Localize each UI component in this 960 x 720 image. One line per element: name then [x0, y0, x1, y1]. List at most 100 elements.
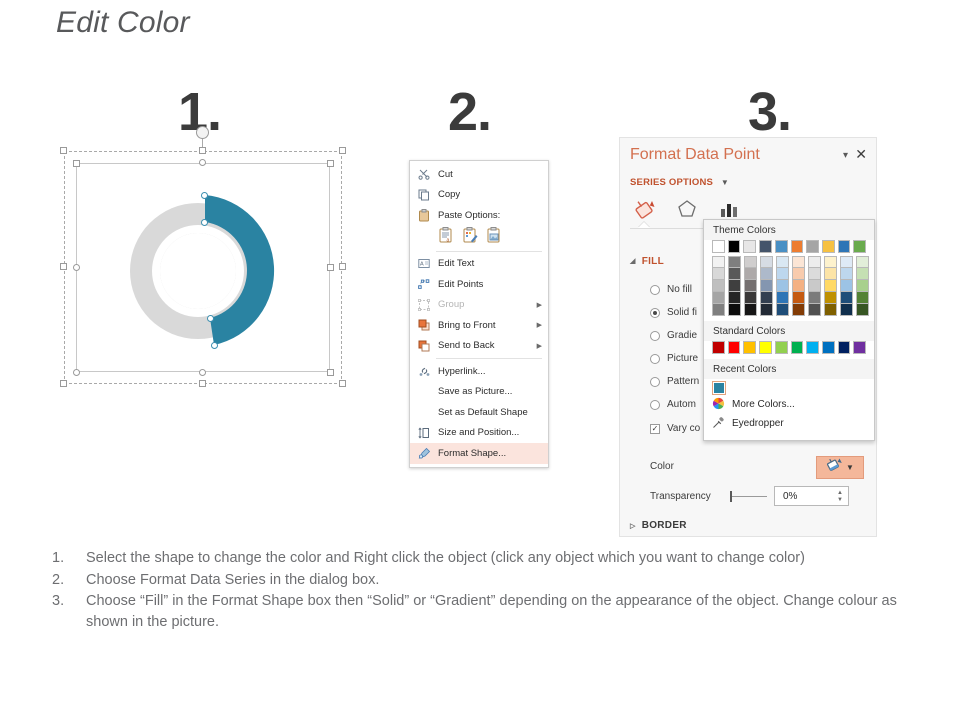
context-menu-item-edit-text[interactable]: A Edit Text	[410, 254, 548, 275]
theme-color-swatch[interactable]	[727, 240, 741, 253]
standard-color-swatch[interactable]	[837, 341, 851, 354]
theme-color-variant-swatch[interactable]	[856, 256, 869, 268]
series-options-header[interactable]: SERIES OPTIONS ▼	[630, 177, 729, 188]
theme-color-swatch[interactable]	[790, 240, 804, 253]
context-menu-item-set-default-shape[interactable]: Set as Default Shape	[410, 402, 548, 423]
theme-color-variant-column[interactable]	[712, 256, 725, 316]
theme-color-variant-swatch[interactable]	[776, 280, 789, 292]
plot-area-handle[interactable]	[73, 160, 80, 167]
plot-area-handle[interactable]	[199, 159, 206, 166]
selection-handle[interactable]	[339, 147, 346, 154]
theme-color-variant-swatch[interactable]	[712, 280, 725, 292]
theme-color-variant-swatch[interactable]	[808, 280, 821, 292]
theme-color-variant-swatch[interactable]	[760, 292, 773, 304]
series-options-chart-icon[interactable]	[716, 196, 742, 227]
theme-color-variant-swatch[interactable]	[856, 280, 869, 292]
theme-color-variant-swatch[interactable]	[744, 268, 757, 280]
eyedropper-item[interactable]: Eyedropper	[704, 414, 874, 433]
paste-options-row[interactable]: a	[410, 226, 548, 249]
theme-color-variant-swatch[interactable]	[792, 304, 805, 316]
theme-color-swatch[interactable]	[853, 240, 867, 253]
theme-color-variant-swatch[interactable]	[840, 280, 853, 292]
theme-color-swatch[interactable]	[774, 240, 788, 253]
fill-color-button[interactable]: ▼	[816, 456, 864, 479]
chevron-down-icon[interactable]: ▼	[846, 463, 854, 472]
theme-color-swatch[interactable]	[806, 240, 819, 253]
recent-color-swatch[interactable]	[712, 381, 726, 395]
theme-color-variant-swatch[interactable]	[760, 280, 773, 292]
theme-color-variant-swatch[interactable]	[744, 304, 757, 316]
theme-color-variant-swatch[interactable]	[808, 256, 821, 268]
standard-color-swatch[interactable]	[743, 341, 757, 354]
theme-color-variant-swatch[interactable]	[792, 292, 805, 304]
stepper-down-icon[interactable]: ▼	[837, 497, 843, 503]
data-point-handle[interactable]	[201, 219, 208, 226]
theme-color-swatch[interactable]	[759, 240, 772, 253]
theme-color-swatch[interactable]	[712, 240, 725, 253]
theme-color-variant-swatch[interactable]	[824, 292, 837, 304]
context-menu-item-send-to-back[interactable]: Send to Back ▶	[410, 336, 548, 357]
selection-handle[interactable]	[199, 380, 206, 387]
theme-color-variant-swatch[interactable]	[824, 304, 837, 316]
fill-bucket-icon[interactable]	[632, 196, 658, 227]
theme-colors-variants-grid[interactable]	[704, 256, 874, 316]
selection-handle[interactable]	[199, 147, 206, 154]
theme-color-variant-swatch[interactable]	[808, 304, 821, 316]
theme-color-variant-swatch[interactable]	[776, 268, 789, 280]
effects-pentagon-icon[interactable]	[674, 196, 700, 227]
selection-handle[interactable]	[339, 263, 346, 270]
theme-color-variant-swatch[interactable]	[760, 268, 773, 280]
radio-icon[interactable]	[650, 330, 660, 341]
theme-color-variant-swatch[interactable]	[792, 280, 805, 292]
theme-color-variant-column[interactable]	[728, 256, 741, 316]
theme-color-variant-column[interactable]	[808, 256, 821, 316]
context-menu-item-cut[interactable]: Cut	[410, 164, 548, 185]
stepper-up-icon[interactable]: ▲	[837, 490, 843, 496]
theme-color-variant-swatch[interactable]	[760, 304, 773, 316]
fill-section-header[interactable]: ◢ FILL	[630, 256, 664, 267]
theme-color-variant-swatch[interactable]	[728, 268, 741, 280]
close-icon[interactable]: ✕	[855, 146, 867, 162]
selection-handle[interactable]	[339, 380, 346, 387]
theme-color-variant-swatch[interactable]	[728, 280, 741, 292]
fill-option-gradient-fill[interactable]: Gradie	[650, 330, 697, 341]
theme-color-variant-swatch[interactable]	[808, 292, 821, 304]
standard-colors-row[interactable]	[704, 341, 874, 354]
data-point-handle[interactable]	[211, 342, 218, 349]
standard-color-swatch[interactable]	[774, 341, 788, 354]
theme-color-variant-swatch[interactable]	[856, 304, 869, 316]
theme-color-variant-column[interactable]	[760, 256, 773, 316]
theme-color-variant-swatch[interactable]	[744, 256, 757, 268]
theme-color-variant-swatch[interactable]	[728, 304, 741, 316]
radio-icon-selected[interactable]	[650, 307, 660, 318]
theme-color-variant-swatch[interactable]	[840, 304, 853, 316]
theme-color-swatch[interactable]	[837, 240, 851, 253]
theme-color-variant-swatch[interactable]	[856, 268, 869, 280]
theme-color-variant-column[interactable]	[840, 256, 853, 316]
rotate-handle-icon[interactable]	[196, 126, 209, 139]
context-menu-item-save-as-picture[interactable]: Save as Picture...	[410, 382, 548, 403]
recent-colors-row[interactable]	[704, 379, 874, 395]
radio-icon[interactable]	[650, 284, 660, 295]
color-picker-dropdown[interactable]: Theme Colors Standard Colors Recent Colo…	[703, 219, 875, 441]
theme-color-variant-swatch[interactable]	[728, 256, 741, 268]
theme-color-variant-column[interactable]	[792, 256, 805, 316]
plot-area-handle[interactable]	[73, 369, 80, 376]
theme-color-swatch[interactable]	[821, 240, 835, 253]
theme-color-variant-swatch[interactable]	[824, 280, 837, 292]
context-menu-item-edit-points[interactable]: Edit Points	[410, 274, 548, 295]
theme-color-variant-swatch[interactable]	[840, 268, 853, 280]
theme-color-variant-swatch[interactable]	[776, 304, 789, 316]
theme-color-variant-column[interactable]	[776, 256, 789, 316]
fill-option-picture-fill[interactable]: Picture	[650, 353, 698, 364]
transparency-slider-handle[interactable]	[730, 491, 732, 502]
radio-icon[interactable]	[650, 376, 660, 387]
theme-colors-base-row[interactable]	[704, 240, 874, 253]
theme-color-variant-column[interactable]	[744, 256, 757, 316]
standard-color-swatch[interactable]	[712, 341, 725, 354]
theme-color-swatch[interactable]	[743, 240, 757, 253]
donut-chart[interactable]	[110, 173, 300, 363]
context-menu-item-copy[interactable]: Copy	[410, 185, 548, 206]
theme-color-variant-column[interactable]	[856, 256, 869, 316]
donut-selected-data-point[interactable]	[205, 195, 275, 345]
